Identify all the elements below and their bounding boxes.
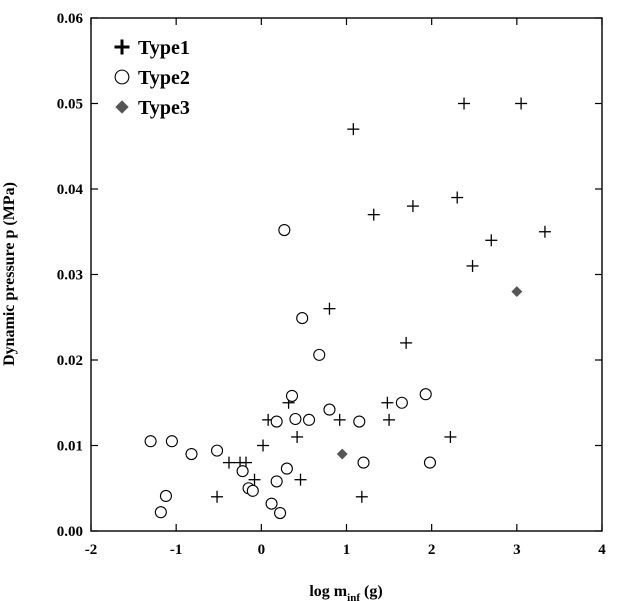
legend-marker-type3 bbox=[115, 100, 129, 114]
legend-marker-type2 bbox=[114, 69, 130, 85]
type1-point bbox=[538, 225, 551, 238]
type1-point bbox=[381, 396, 394, 409]
type2-point bbox=[274, 506, 287, 520]
type3-point bbox=[511, 286, 523, 298]
x-tick-label: -1 bbox=[170, 542, 183, 558]
type1-point bbox=[406, 200, 419, 213]
type1-point bbox=[291, 430, 304, 443]
type1-point bbox=[444, 430, 457, 443]
type1-point bbox=[458, 97, 471, 110]
x-axis-title: log minf (g) bbox=[309, 583, 382, 601]
y-tick-label: 0.02 bbox=[57, 353, 83, 369]
type2-point bbox=[357, 456, 370, 469]
axis-ticks: -2 -1 0 1 2 3 4 0.00 0.01 0.02 0.03 0.04 0.05 0.06 bbox=[57, 11, 607, 558]
type1-point bbox=[485, 234, 498, 247]
type2-point bbox=[302, 413, 316, 426]
x-tick-label: 2 bbox=[428, 542, 436, 558]
type1-point bbox=[257, 439, 270, 452]
type2-point bbox=[154, 506, 167, 519]
type1-point bbox=[515, 97, 528, 110]
type2-point bbox=[270, 475, 283, 488]
type2-point bbox=[289, 412, 302, 426]
y-tick-label: 0.03 bbox=[57, 268, 83, 284]
type2-point bbox=[185, 447, 198, 461]
type2-point bbox=[296, 312, 309, 325]
type2-point bbox=[280, 462, 293, 475]
legend-label-type1: Type1 bbox=[138, 37, 190, 59]
type2-point bbox=[270, 415, 283, 428]
type2-point bbox=[159, 489, 172, 502]
type2-point bbox=[395, 396, 408, 409]
type2-point bbox=[285, 389, 299, 402]
type2-point bbox=[210, 444, 224, 457]
y-tick-label: 0.04 bbox=[57, 182, 84, 198]
legend-label-type3: Type3 bbox=[138, 97, 190, 119]
y-tick-label: 0.01 bbox=[57, 439, 83, 455]
type1-point bbox=[211, 490, 224, 503]
type1-point bbox=[323, 302, 336, 315]
x-tick-label: 0 bbox=[258, 542, 266, 558]
type1-point bbox=[466, 259, 479, 272]
type2-point bbox=[323, 403, 336, 416]
y-tick-label: 0.05 bbox=[57, 97, 83, 113]
type2-point bbox=[419, 388, 432, 401]
data-marks bbox=[144, 97, 551, 520]
type3-point bbox=[336, 448, 348, 460]
type2-point bbox=[423, 456, 437, 469]
y-tick-label: 0.00 bbox=[57, 524, 83, 540]
type2-point bbox=[246, 484, 259, 497]
type1-point bbox=[294, 473, 307, 486]
type2-point bbox=[265, 497, 278, 510]
y-tick-label: 0.06 bbox=[57, 11, 84, 27]
type1-point bbox=[347, 123, 360, 136]
type2-point bbox=[353, 415, 366, 428]
type2-point bbox=[236, 465, 249, 478]
legend: Type1 Type2 Type3 bbox=[114, 37, 190, 119]
type1-point bbox=[333, 413, 346, 426]
type1-point bbox=[400, 336, 413, 349]
type1-point bbox=[451, 191, 464, 204]
x-tick-label: 1 bbox=[343, 542, 351, 558]
type1-point bbox=[248, 473, 261, 486]
x-tick-label: 3 bbox=[513, 542, 521, 558]
y-axis-title: Dynamic pressure p (MPa) bbox=[1, 182, 18, 366]
type1-point bbox=[383, 413, 396, 426]
legend-label-type2: Type2 bbox=[138, 67, 190, 89]
type1-point bbox=[355, 490, 368, 503]
x-tick-label: 4 bbox=[598, 542, 606, 558]
type2-point bbox=[278, 223, 291, 237]
type1-point bbox=[367, 208, 380, 221]
type1-point bbox=[222, 456, 235, 469]
type2-point bbox=[313, 348, 326, 361]
type2-point bbox=[144, 435, 157, 448]
legend-marker-type1 bbox=[114, 39, 130, 55]
type2-point bbox=[165, 435, 178, 448]
x-tick-label: -2 bbox=[85, 542, 98, 558]
